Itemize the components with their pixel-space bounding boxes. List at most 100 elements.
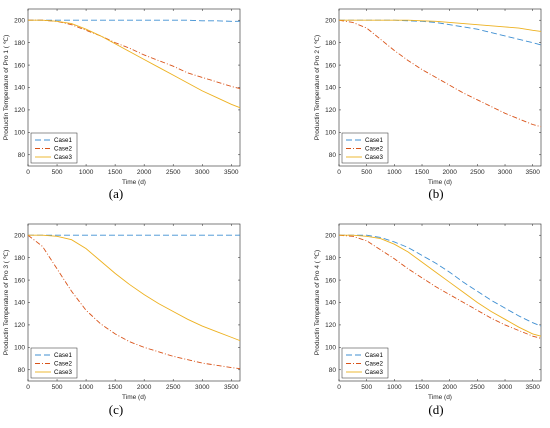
legend-label-case2: Case2 [54, 361, 72, 368]
x-tick-label: 3500 [224, 169, 239, 176]
x-tick-label: 0 [26, 384, 30, 391]
y-axis-label: Productin Temperature of Pro 3 ( ℃) [3, 250, 10, 355]
y-tick-label: 140 [14, 85, 25, 92]
y-tick-label: 80 [329, 367, 337, 374]
x-tick-label: 500 [361, 384, 372, 391]
y-tick-label: 80 [329, 152, 337, 159]
y-axis-label: Productin Temperature of Pro 1 ( ℃) [3, 35, 10, 140]
panel-label: (c) [109, 402, 123, 417]
y-tick-label: 100 [14, 130, 25, 137]
y-tick-label: 160 [14, 277, 25, 284]
legend-label-case2: Case2 [365, 361, 383, 368]
legend-label-case1: Case1 [54, 137, 72, 144]
legend-box [30, 132, 78, 164]
y-axis-label: Productin Temperature of Pro 2 ( ℃) [314, 35, 321, 140]
legend-label-case1: Case1 [54, 352, 72, 359]
x-tick-label: 1000 [387, 384, 402, 391]
chart-panel-3: 0 500 1000 1500 2000 2500 3000 3500 80 100 120 140 1… [3, 223, 241, 417]
y-axis-label: Productin Temperature of Pro 4 ( ℃) [314, 250, 321, 355]
legend-label-case1: Case1 [365, 352, 383, 359]
y-tick-label: 140 [14, 300, 25, 307]
series-line-case3 [28, 19, 241, 109]
legend-box [30, 347, 78, 379]
y-tick-label: 180 [14, 40, 25, 47]
series-line-case1 [28, 19, 240, 22]
x-tick-label: 1000 [387, 169, 402, 176]
y-tick-label: 200 [325, 232, 336, 239]
series-line-case3 [28, 234, 241, 342]
y-tick-label: 100 [325, 130, 336, 137]
x-tick-label: 1000 [79, 169, 94, 176]
x-tick-label: 2000 [442, 169, 457, 176]
x-axis-label: Time (d) [122, 394, 146, 401]
y-tick-label: 160 [325, 62, 336, 69]
y-tick-label: 180 [325, 255, 336, 262]
x-tick-label: 2000 [137, 384, 152, 391]
y-tick-label: 120 [325, 322, 336, 329]
series-line-case1 [339, 234, 542, 327]
x-tick-label: 3500 [224, 384, 239, 391]
x-tick-label: 1500 [108, 169, 123, 176]
legend-label-case3: Case3 [54, 369, 72, 376]
y-tick-label: 200 [14, 232, 25, 239]
x-axis-label: Time (d) [428, 394, 452, 401]
legend-label-case2: Case2 [54, 146, 72, 153]
x-tick-label: 2500 [166, 384, 181, 391]
legend-label-case2: Case2 [365, 146, 383, 153]
x-tick-label: 1000 [79, 384, 94, 391]
legend-box [341, 132, 389, 164]
x-tick-label: 2500 [470, 384, 485, 391]
y-tick-label: 100 [325, 345, 336, 352]
legend-label-case1: Case1 [365, 137, 383, 144]
y-tick-label: 120 [325, 107, 336, 114]
chart-panel-1: 0 500 1000 1500 2000 2500 3000 3500 80 100 120 140 1… [3, 8, 241, 201]
legend-label-case3: Case3 [365, 369, 383, 376]
x-axis-label: Time (d) [428, 179, 452, 186]
series-line-case2 [27, 234, 241, 370]
y-tick-label: 160 [325, 277, 336, 284]
y-tick-label: 120 [14, 107, 25, 114]
x-tick-label: 1500 [108, 384, 123, 391]
x-tick-label: 2000 [137, 169, 152, 176]
x-tick-label: 1500 [415, 169, 430, 176]
x-tick-label: 3000 [195, 169, 210, 176]
x-tick-label: 2500 [470, 169, 485, 176]
panel-label: (b) [428, 186, 443, 201]
chart-panel-4: 0 500 1000 1500 2000 2500 3000 3500 80 100 120 140 1… [314, 223, 542, 417]
series-line-case2 [338, 234, 542, 339]
y-tick-label: 80 [18, 367, 26, 374]
x-tick-label: 3000 [498, 169, 513, 176]
x-tick-label: 0 [26, 169, 30, 176]
x-tick-label: 3500 [525, 169, 540, 176]
x-tick-label: 500 [52, 169, 63, 176]
series-line-case2 [338, 19, 542, 128]
x-axis-label: Time (d) [122, 179, 146, 186]
x-tick-label: 0 [337, 384, 341, 391]
x-tick-label: 1500 [415, 384, 430, 391]
series-line-case3 [339, 19, 542, 32]
panel-label: (a) [109, 186, 123, 201]
x-tick-label: 500 [361, 169, 372, 176]
series-line-case1 [339, 19, 542, 46]
legend-label-case3: Case3 [365, 154, 383, 161]
y-tick-label: 180 [325, 40, 336, 47]
x-tick-label: 3000 [498, 384, 513, 391]
legend-label-case3: Case3 [54, 154, 72, 161]
x-tick-label: 0 [337, 169, 341, 176]
x-tick-label: 2500 [166, 169, 181, 176]
y-tick-label: 120 [14, 322, 25, 329]
x-tick-label: 3000 [195, 384, 210, 391]
y-tick-label: 200 [325, 17, 336, 24]
y-tick-label: 140 [325, 300, 336, 307]
y-tick-label: 160 [14, 62, 25, 69]
y-tick-label: 200 [14, 17, 25, 24]
chart-panel-2: 0 500 1000 1500 2000 2500 3000 3500 80 100 120 140 1… [314, 8, 542, 201]
y-tick-label: 180 [14, 255, 25, 262]
legend-box [341, 347, 389, 379]
series-line-case2 [28, 19, 241, 90]
